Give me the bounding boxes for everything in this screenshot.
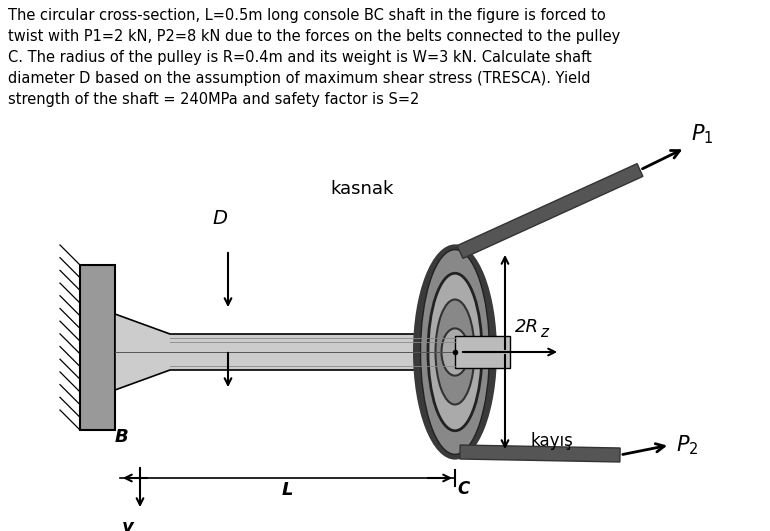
Polygon shape bbox=[457, 164, 643, 259]
Text: The circular cross-section, L=0.5m long console BC shaft in the figure is forced: The circular cross-section, L=0.5m long … bbox=[8, 8, 621, 107]
Text: kasnak: kasnak bbox=[330, 180, 393, 198]
Text: z: z bbox=[540, 325, 548, 340]
Text: y: y bbox=[122, 518, 134, 531]
Polygon shape bbox=[460, 445, 620, 462]
Text: $P_1$: $P_1$ bbox=[691, 123, 714, 146]
Text: 2R: 2R bbox=[515, 318, 539, 336]
Text: $P_2$: $P_2$ bbox=[676, 433, 698, 457]
Text: D: D bbox=[213, 209, 227, 228]
Polygon shape bbox=[455, 336, 510, 368]
Ellipse shape bbox=[428, 273, 482, 431]
Text: C: C bbox=[457, 480, 469, 498]
Bar bbox=[80, 265, 115, 430]
Polygon shape bbox=[115, 314, 455, 390]
Ellipse shape bbox=[441, 328, 468, 375]
Text: B: B bbox=[115, 428, 129, 446]
Ellipse shape bbox=[420, 250, 490, 455]
Text: L: L bbox=[282, 481, 293, 499]
Ellipse shape bbox=[436, 299, 474, 405]
Ellipse shape bbox=[413, 244, 497, 460]
Text: kayış: kayış bbox=[530, 432, 573, 450]
